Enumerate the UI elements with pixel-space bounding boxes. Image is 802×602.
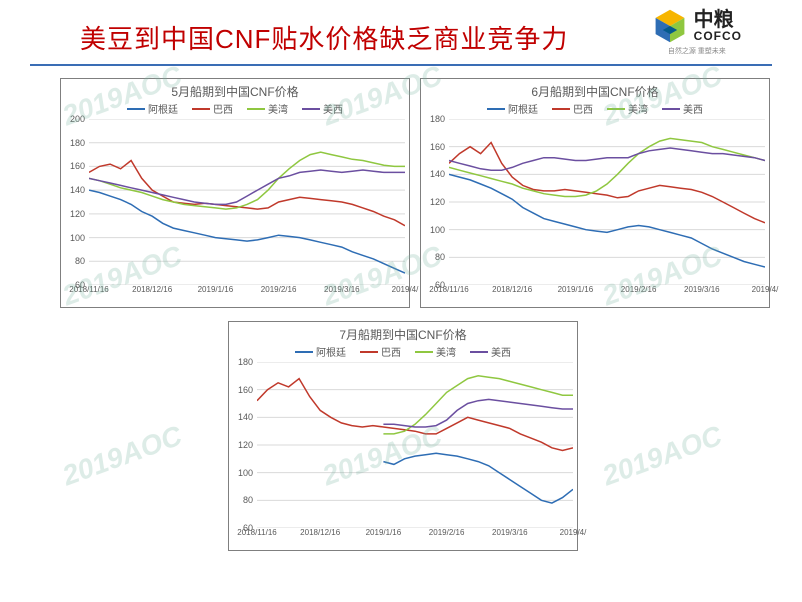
legend-item: 阿根廷: [295, 344, 346, 359]
x-tick-label: 2018/12/16: [132, 285, 172, 294]
x-tick-label: 2018/11/16: [237, 528, 276, 537]
x-tick-label: 2018/12/16: [492, 285, 532, 294]
x-tick-label: 2019/4/: [392, 285, 419, 294]
legend-label: 阿根廷: [508, 101, 538, 116]
y-axis: 6080100120140160180: [421, 119, 447, 283]
y-tick-label: 160: [430, 142, 445, 152]
x-tick-label: 2018/11/16: [429, 285, 468, 294]
legend: 阿根廷 巴西 美湾 美西: [421, 101, 769, 116]
x-tick-label: 2019/3/16: [324, 285, 360, 294]
series-line: [449, 143, 765, 223]
plot-area: [257, 362, 571, 526]
x-tick-label: 2018/12/16: [300, 528, 340, 537]
legend-label: 巴西: [213, 101, 233, 116]
series-line: [383, 399, 573, 427]
legend-item: 阿根廷: [487, 101, 538, 116]
y-tick-label: 80: [243, 495, 253, 505]
y-tick-label: 160: [70, 161, 85, 171]
series-line: [89, 190, 405, 273]
legend-item: 阿根廷: [127, 101, 178, 116]
x-tick-label: 2019/1/16: [198, 285, 234, 294]
x-tick-label: 2019/4/: [560, 528, 587, 537]
y-tick-label: 120: [70, 209, 85, 219]
series-line: [89, 152, 405, 209]
legend-label: 巴西: [573, 101, 593, 116]
legend-label: 阿根廷: [148, 101, 178, 116]
x-tick-label: 2019/2/16: [429, 528, 465, 537]
plot-area: [449, 119, 763, 283]
legend-item: 美西: [662, 101, 703, 116]
series-line: [449, 174, 765, 267]
x-tick-label: 2019/4/: [752, 285, 779, 294]
y-axis: 6080100120140160180200: [61, 119, 87, 283]
x-tick-label: 2019/1/16: [558, 285, 594, 294]
logo-en-text: COFCO: [694, 30, 742, 42]
series-line: [383, 453, 573, 503]
legend-label: 美湾: [628, 101, 648, 116]
y-tick-label: 120: [430, 197, 445, 207]
x-axis: 2018/11/162018/12/162019/1/162019/2/1620…: [449, 285, 763, 303]
chart-title: 5月船期到中国CNF价格: [61, 83, 409, 100]
series-line: [383, 376, 573, 434]
chart-panel: 5月船期到中国CNF价格阿根廷巴西美湾美西6080100120140160180…: [60, 78, 410, 308]
logo-tagline: 自然之源 重塑未来: [668, 46, 726, 56]
y-tick-label: 180: [70, 138, 85, 148]
y-tick-label: 100: [70, 233, 85, 243]
x-tick-label: 2019/3/16: [492, 528, 528, 537]
x-tick-label: 2019/2/16: [261, 285, 297, 294]
y-tick-label: 180: [430, 114, 445, 124]
y-tick-label: 140: [70, 185, 85, 195]
x-tick-label: 2019/2/16: [621, 285, 657, 294]
chart-title: 6月船期到中国CNF价格: [421, 83, 769, 100]
chart-panel: 6月船期到中国CNF价格阿根廷巴西美湾美西6080100120140160180…: [420, 78, 770, 308]
legend-item: 美西: [302, 101, 343, 116]
legend-item: 美湾: [247, 101, 288, 116]
x-axis: 2018/11/162018/12/162019/1/162019/2/1620…: [89, 285, 403, 303]
legend-label: 美西: [323, 101, 343, 116]
y-tick-label: 140: [238, 412, 253, 422]
y-tick-label: 140: [430, 169, 445, 179]
x-axis: 2018/11/162018/12/162019/1/162019/2/1620…: [257, 528, 571, 546]
legend-label: 巴西: [381, 344, 401, 359]
legend-item: 美湾: [607, 101, 648, 116]
y-tick-label: 100: [238, 468, 253, 478]
legend-label: 美湾: [268, 101, 288, 116]
cofco-cube-icon: [652, 8, 688, 44]
y-axis: 6080100120140160180: [229, 362, 255, 526]
legend-item: 巴西: [192, 101, 233, 116]
logo: 中粮 COFCO 自然之源 重塑未来: [652, 8, 742, 56]
y-tick-label: 180: [238, 357, 253, 367]
legend: 阿根廷 巴西 美湾 美西: [61, 101, 409, 116]
legend-item: 巴西: [552, 101, 593, 116]
legend-item: 巴西: [360, 344, 401, 359]
y-tick-label: 100: [430, 225, 445, 235]
legend-label: 美西: [491, 344, 511, 359]
legend-label: 美西: [683, 101, 703, 116]
legend-item: 美湾: [415, 344, 456, 359]
x-tick-label: 2018/11/16: [69, 285, 108, 294]
legend-item: 美西: [470, 344, 511, 359]
chart-title: 7月船期到中国CNF价格: [229, 326, 577, 343]
series-line: [257, 379, 573, 451]
y-tick-label: 80: [75, 256, 85, 266]
y-tick-label: 80: [435, 252, 445, 262]
legend-label: 阿根廷: [316, 344, 346, 359]
legend-label: 美湾: [436, 344, 456, 359]
x-tick-label: 2019/3/16: [684, 285, 720, 294]
y-tick-label: 200: [70, 114, 85, 124]
header: 美豆到中国CNF贴水价格缺乏商业竞争力 中粮 COFCO 自然之源 重塑未来: [30, 0, 772, 66]
series-line: [449, 138, 765, 196]
page-title: 美豆到中国CNF贴水价格缺乏商业竞争力: [80, 19, 568, 56]
y-tick-label: 120: [238, 440, 253, 450]
logo-cn-text: 中粮: [694, 10, 742, 30]
y-tick-label: 160: [238, 385, 253, 395]
x-tick-label: 2019/1/16: [366, 528, 402, 537]
legend: 阿根廷 巴西 美湾 美西: [229, 344, 577, 359]
series-line: [89, 170, 405, 204]
plot-area: [89, 119, 403, 283]
charts-area: 5月船期到中国CNF价格阿根廷巴西美湾美西6080100120140160180…: [0, 66, 802, 596]
chart-panel: 7月船期到中国CNF价格阿根廷巴西美湾美西6080100120140160180…: [228, 321, 578, 551]
